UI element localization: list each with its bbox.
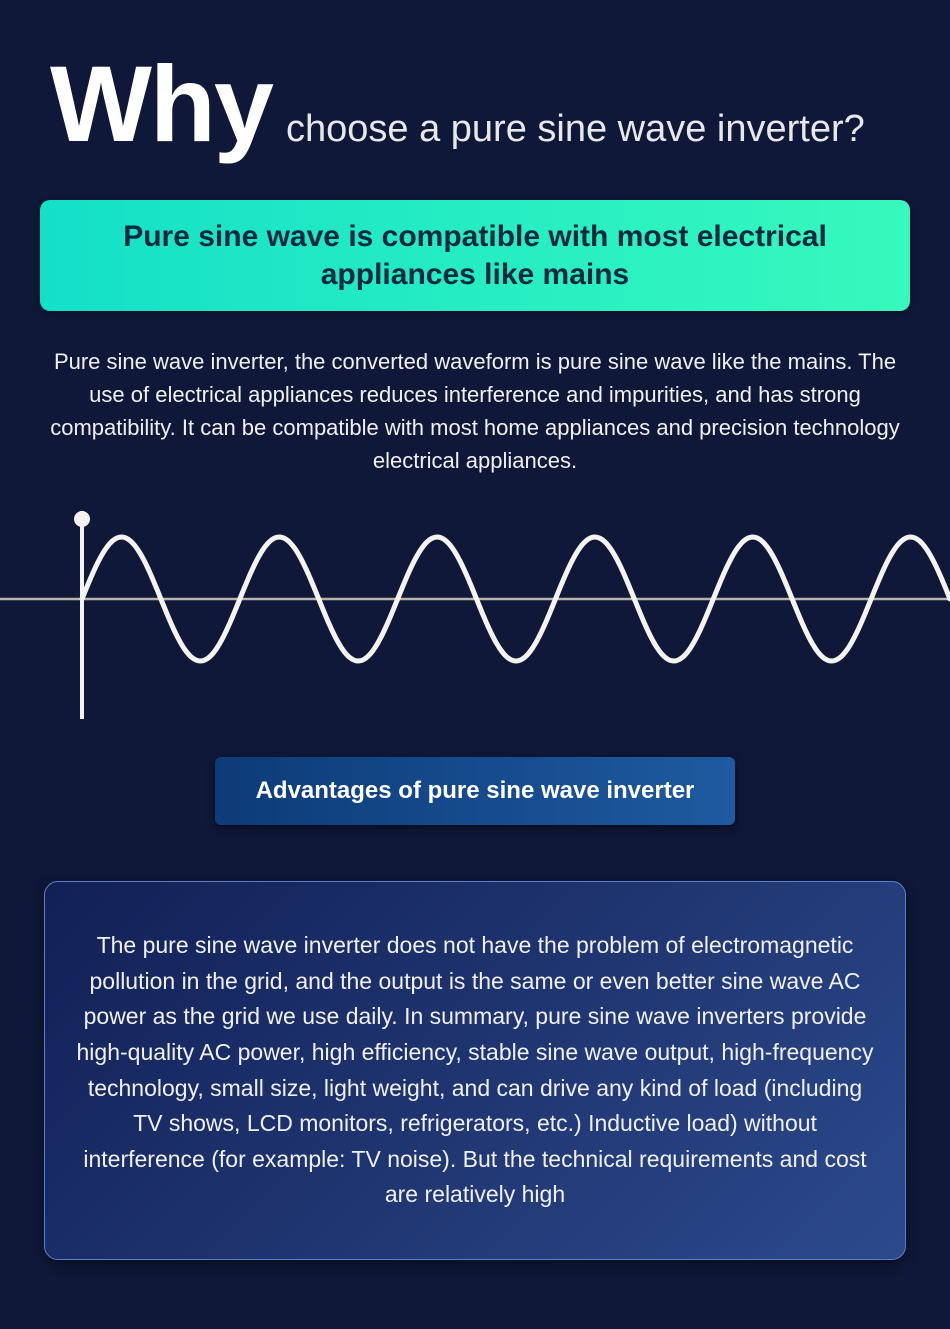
info-box-text: The pure sine wave inverter does not hav… bbox=[77, 932, 874, 1207]
subheader-text: Advantages of pure sine wave inverter bbox=[256, 777, 695, 804]
sine-wave-diagram bbox=[0, 507, 950, 727]
title-emphasis: Why bbox=[50, 50, 272, 158]
title-rest: choose a pure sine wave inverter? bbox=[286, 108, 865, 151]
compatibility-banner: Pure sine wave is compatible with most e… bbox=[40, 200, 910, 311]
sine-wave-svg bbox=[0, 507, 950, 727]
page-title: Why choose a pure sine wave inverter? bbox=[40, 50, 910, 158]
advantages-info-box: The pure sine wave inverter does not hav… bbox=[44, 881, 906, 1260]
intro-paragraph: Pure sine wave inverter, the converted w… bbox=[40, 345, 910, 477]
advantages-subheader: Advantages of pure sine wave inverter bbox=[215, 757, 735, 825]
page-container: Why choose a pure sine wave inverter? Pu… bbox=[0, 0, 950, 1300]
banner-text: Pure sine wave is compatible with most e… bbox=[123, 220, 827, 291]
